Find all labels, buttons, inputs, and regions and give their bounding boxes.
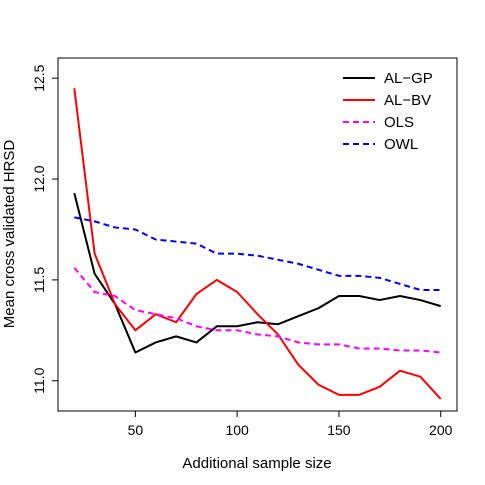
plot-frame [57,57,458,412]
series-line-3 [74,216,441,291]
legend-label-1: AL−BV [384,92,431,109]
y-tick-label: 12.5 [31,64,47,91]
y-tick-label: 12.0 [31,165,47,192]
legend: AL−GP AL−BV OLS OWL [343,70,433,153]
x-axis-label: Additional sample size [182,455,331,472]
legend-label-3: OWL [384,136,418,153]
y-tick-label: 11.0 [31,367,47,393]
y-axis-label: Mean cross validated HRSD [1,140,18,329]
x-tick-label: 150 [327,422,351,438]
x-axis: 50 100 150 200 [128,410,453,438]
legend-label-2: OLS [384,114,414,131]
legend-label-0: AL−GP [384,70,433,87]
y-tick-label: 11.5 [31,267,47,293]
series-line-2 [73,267,441,354]
y-axis: 11.0 11.5 12.0 12.5 [31,64,59,394]
series-layer [73,88,442,400]
series-line-0 [73,192,441,354]
x-tick-label: 100 [225,422,249,438]
series-line-1 [73,88,442,400]
x-tick-label: 200 [429,422,453,438]
x-tick-label: 50 [128,422,144,438]
